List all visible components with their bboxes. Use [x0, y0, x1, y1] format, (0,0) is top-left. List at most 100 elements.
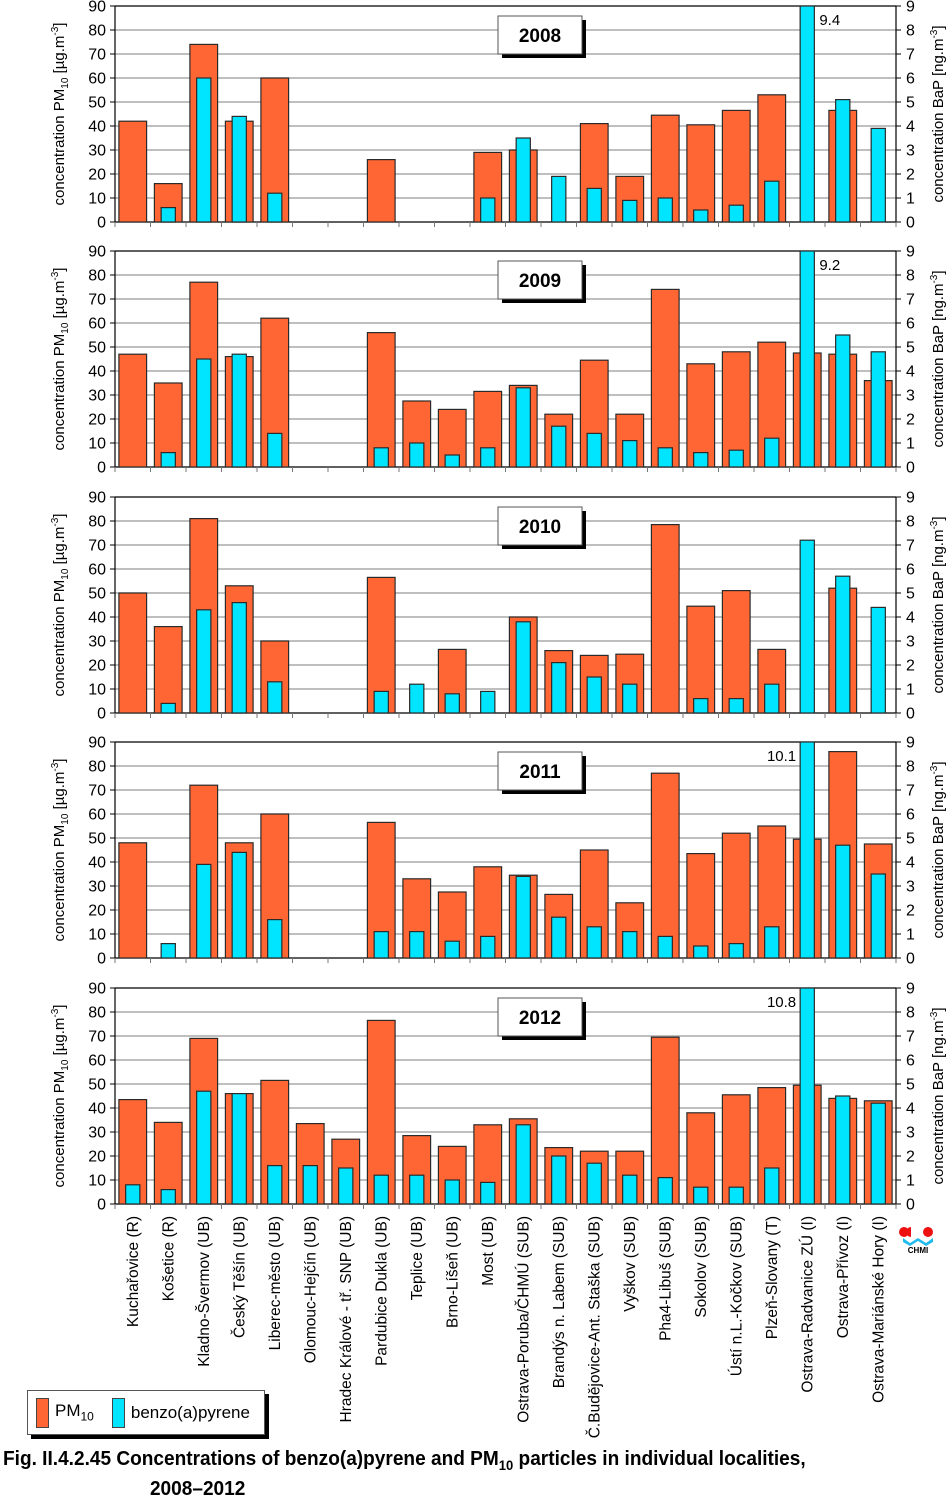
bar-bap: [444, 454, 460, 468]
right-tick-label: 0: [906, 1197, 915, 1214]
left-tick-label: 30: [88, 1125, 106, 1142]
clipped-value-label: 9.2: [819, 257, 840, 274]
right-tick-label: 2: [906, 658, 915, 675]
bar-bap: [515, 875, 531, 959]
right-tick-label: 9: [906, 735, 915, 752]
bar-bap: [764, 437, 780, 468]
bar-bap: [302, 1164, 318, 1205]
bar-pm10: [721, 351, 751, 468]
legend-swatch-bap: [111, 1397, 125, 1428]
left-axis-title: concentration PM10 [µg.m-3]: [50, 268, 71, 451]
right-tick-label: 3: [906, 1125, 915, 1142]
right-tick-label: 4: [906, 855, 915, 872]
left-tick-label: 50: [88, 586, 106, 603]
bar-pm10: [118, 842, 148, 959]
right-tick-label: 8: [906, 268, 915, 285]
legend-label-pm10: PM10: [55, 1401, 94, 1424]
left-tick-label: 70: [88, 1029, 106, 1046]
logo-red-dot-right: [923, 1227, 933, 1237]
bar-bap: [160, 1188, 176, 1205]
bar-bap: [409, 683, 425, 714]
category-label: Sokolov (SUB): [693, 1216, 710, 1318]
bar-bap: [870, 127, 886, 223]
left-tick-label: 40: [88, 610, 106, 627]
right-tick-label: 0: [906, 215, 915, 232]
bar-bap: [515, 387, 531, 468]
year-label: 2010: [519, 517, 561, 538]
bar-bap: [586, 926, 602, 959]
bar-pm10: [721, 109, 751, 223]
year-label: 2011: [519, 762, 561, 783]
bar-pm10: [118, 592, 148, 714]
year-box: [497, 260, 583, 300]
bar-pm10: [118, 120, 148, 223]
bar-bap: [551, 916, 567, 959]
year-box: [497, 506, 583, 546]
right-tick-label: 1: [906, 682, 915, 699]
right-axis-title: concentration BaP [ng.m-3]: [929, 270, 947, 447]
right-tick-label: 7: [906, 538, 915, 555]
bar-pm10: [686, 852, 716, 959]
right-tick-label: 1: [906, 191, 915, 208]
right-tick-label: 3: [906, 879, 915, 896]
left-tick-label: 20: [88, 903, 106, 920]
right-tick-label: 2: [906, 412, 915, 429]
bar-bap: [515, 621, 531, 714]
panel-2012: 0 10 20 30 40 50 60 70 80 90 0 1 2 3 4 5 6 7 8 9 10.8 2012 con…: [50, 981, 947, 1214]
category-label: Kuchařovice (R): [125, 1216, 142, 1327]
category-label: Teplice (UB): [409, 1216, 426, 1300]
category-label: Ostrava-Mariánské Hory (I): [870, 1216, 887, 1403]
right-tick-label: 5: [906, 586, 915, 603]
right-tick-label: 6: [906, 1053, 915, 1070]
right-tick-label: 3: [906, 143, 915, 160]
left-tick-label: 20: [88, 412, 106, 429]
bar-bap: [409, 442, 425, 468]
year-box: [497, 15, 583, 55]
bar-bap: [764, 683, 780, 714]
left-tick-label: 20: [88, 658, 106, 675]
bar-bap: [160, 207, 176, 223]
bar-bap: [586, 676, 602, 714]
left-tick-label: 20: [88, 167, 106, 184]
left-axis-title: concentration PM10 [µg.m-3]: [50, 23, 71, 206]
bar-bap: [480, 447, 496, 468]
right-tick-label: 7: [906, 1029, 915, 1046]
right-tick-label: 0: [906, 951, 915, 968]
bar-pm10: [118, 353, 148, 468]
left-tick-label: 80: [88, 268, 106, 285]
right-tick-label: 2: [906, 1149, 915, 1166]
logo-red-dot-left: [899, 1227, 909, 1237]
caption-line-1: Fig. II.4.2.45 Concentrations of benzo(a…: [3, 1447, 806, 1474]
right-tick-label: 8: [906, 759, 915, 776]
bar-pm10: [721, 589, 751, 714]
bar-bap: [728, 942, 744, 959]
legend-item-pm10: PM10: [28, 1397, 94, 1428]
left-tick-label: 50: [88, 95, 106, 112]
bar-bap: [551, 175, 567, 223]
year-box: [497, 997, 583, 1037]
left-tick-label: 50: [88, 340, 106, 357]
left-tick-label: 0: [97, 215, 106, 232]
panel-2009: 0 10 20 30 40 50 60 70 80 90 0 1 2 3 4 5 6 7 8 9 9.2 2009 conc…: [50, 244, 947, 477]
legend-swatch-pm10: [36, 1397, 49, 1428]
left-tick-label: 60: [88, 562, 106, 579]
left-axis-title: concentration PM10 [µg.m-3]: [50, 759, 71, 942]
category-label: Olomouc-Hejčín (UB): [302, 1216, 319, 1363]
bar-bap: [125, 1184, 141, 1205]
bar-bap: [480, 1181, 496, 1205]
right-tick-label: 8: [906, 514, 915, 531]
bar-pm10: [686, 124, 716, 223]
bar-pm10: [402, 878, 432, 959]
category-label: Pha4-Libuš (SUB): [657, 1216, 674, 1341]
right-tick-label: 7: [906, 292, 915, 309]
left-tick-label: 90: [88, 244, 106, 261]
left-tick-label: 0: [97, 460, 106, 477]
caption-line-2: 2008–2012: [149, 1477, 246, 1500]
bar-bap: [196, 863, 212, 959]
bar-bap: [835, 844, 851, 959]
left-tick-label: 90: [88, 981, 106, 998]
right-tick-label: 4: [906, 1101, 915, 1118]
category-label: Ostrava-Poruba/ČHMÚ (SUB): [515, 1216, 532, 1423]
bar-bap: [231, 1092, 247, 1205]
